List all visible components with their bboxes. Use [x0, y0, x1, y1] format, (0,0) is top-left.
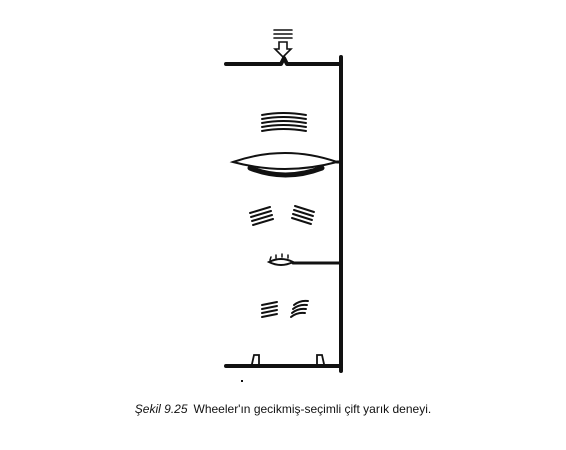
beam-left-low: [261, 301, 278, 318]
beam-left-mid: [249, 206, 274, 226]
wavefronts-top: [261, 112, 307, 132]
beam-right-mid: [291, 205, 315, 225]
detector-plate: [224, 354, 343, 368]
figure-caption: Şekil 9.25 Wheeler'ın gecikmiş-seçimli çi…: [0, 402, 566, 416]
caption-label: Şekil 9.25: [134, 402, 188, 416]
large-lens: [229, 152, 343, 178]
caption-text: Wheeler'ın gecikmiş-seçimli çift yarık d…: [193, 402, 432, 416]
beam-right-low: [290, 299, 309, 318]
incoming-light-arrow-icon: [273, 29, 293, 59]
small-lens: [266, 253, 343, 266]
small-mark: [241, 380, 243, 382]
slit-screen: [224, 56, 343, 66]
